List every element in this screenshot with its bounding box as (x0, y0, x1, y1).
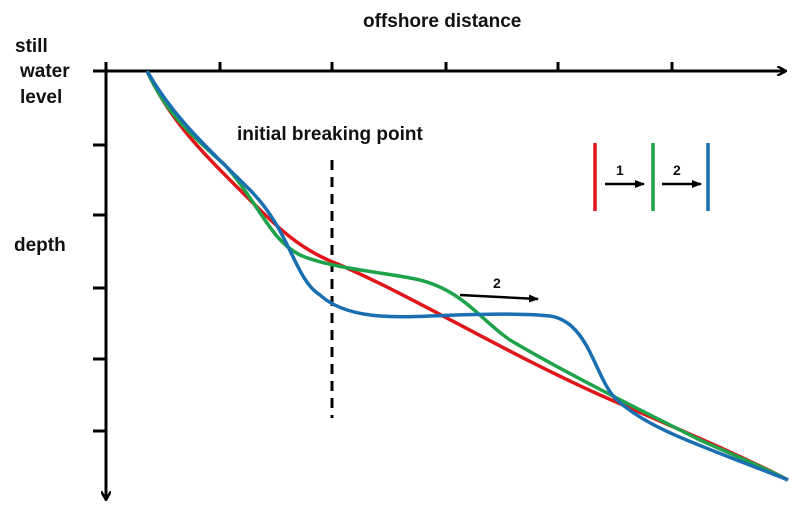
y-axis-label: depth (14, 235, 66, 256)
x-axis (93, 62, 785, 71)
legend-step-2-label: 2 (673, 162, 681, 178)
profile-blue (145, 70, 789, 482)
legend (593, 143, 710, 211)
y-axis (93, 71, 106, 499)
mid-arrow-label: 2 (493, 275, 501, 291)
x-axis-label: offshore distance (363, 11, 522, 32)
shift-arrow (459, 293, 539, 303)
profile-red (145, 70, 789, 482)
y-label-level: level (20, 87, 63, 108)
y-label-water: water (20, 61, 70, 82)
profile-green (145, 70, 789, 482)
y-label-still: still (15, 36, 48, 57)
legend-step-1-label: 1 (616, 162, 624, 178)
breaking-point-label: initial breaking point (237, 124, 423, 145)
